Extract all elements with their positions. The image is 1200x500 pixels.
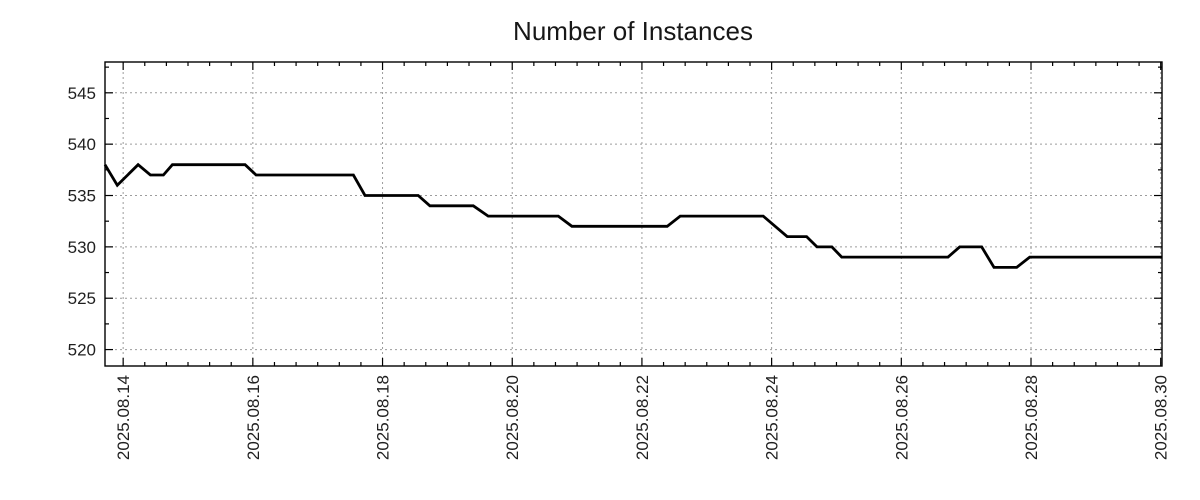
y-tick-label: 520: [68, 341, 96, 360]
series-line: [103, 162, 1162, 269]
x-tick-label: 2025.08.28: [1022, 375, 1041, 460]
y-tick-label: 540: [68, 135, 96, 154]
axis-tick-labels: 520 525 530 535 540 545 2025.08.14 2025.08.16 20…: [68, 84, 1171, 460]
plot-border: [104, 61, 1163, 367]
x-tick-label: 2025.08.26: [892, 375, 911, 460]
series-instances: [103, 162, 1162, 269]
x-tick-label: 2025.08.24: [763, 375, 782, 460]
axis-ticks: [105, 62, 1162, 366]
y-tick-label: 535: [68, 187, 96, 206]
grid-lines: [105, 62, 1162, 366]
x-tick-label: 2025.08.16: [244, 375, 263, 460]
y-tick-label: 530: [68, 238, 96, 257]
plot-border-rect: [104, 61, 1163, 367]
y-tick-label: 525: [68, 289, 96, 308]
x-tick-label: 2025.08.18: [374, 375, 393, 460]
x-tick-label: 2025.08.22: [633, 375, 652, 460]
chart-title: Number of Instances: [513, 16, 753, 46]
x-tick-label: 2025.08.30: [1152, 375, 1171, 460]
x-tick-label: 2025.08.20: [503, 375, 522, 460]
y-tick-label: 545: [68, 84, 96, 103]
x-tick-label: 2025.08.14: [114, 375, 133, 460]
